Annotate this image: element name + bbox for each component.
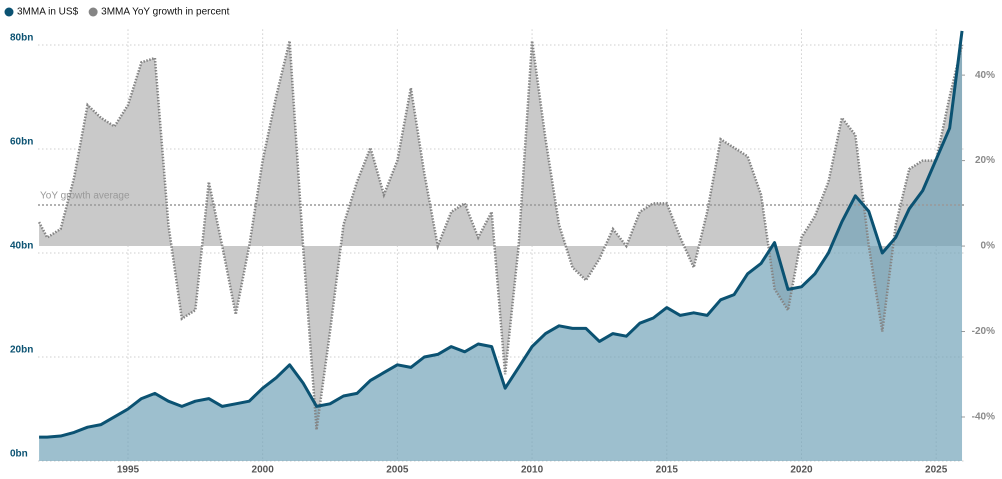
y2-tick-label: 40% xyxy=(975,70,995,81)
x-tick-label: 2015 xyxy=(656,465,679,476)
y2-tick-label: -40% xyxy=(972,412,995,423)
x-tick-label: 2005 xyxy=(386,465,409,476)
x-tick-label: 2010 xyxy=(521,465,544,476)
y2-tick-label: 20% xyxy=(975,155,995,166)
line xyxy=(39,30,964,439)
y-tick-label: 80bn xyxy=(10,33,33,44)
annotation: YoY growth average xyxy=(40,191,130,202)
y-tick-label: 60bn xyxy=(10,137,33,148)
y-tick-label: 20bn xyxy=(10,345,33,356)
x-tick-label: 2020 xyxy=(790,465,813,476)
x-tick-label: 2025 xyxy=(925,465,948,476)
y-tick-label: 40bn xyxy=(10,241,33,252)
legend-marker xyxy=(4,7,14,17)
legend-label: 3MMA in US$ xyxy=(17,7,79,18)
x-tick-label: 2000 xyxy=(252,465,275,476)
area xyxy=(39,40,963,430)
area xyxy=(39,30,963,462)
legend-label: 3MMA YoY growth in percent xyxy=(101,7,229,18)
y2-tick-label: -20% xyxy=(972,326,995,337)
legend-marker xyxy=(88,7,98,17)
y-tick-label: 0bn xyxy=(10,449,28,460)
line xyxy=(37,40,964,430)
y2-tick-label: 0% xyxy=(981,241,996,252)
x-tick-label: 1995 xyxy=(117,465,140,476)
